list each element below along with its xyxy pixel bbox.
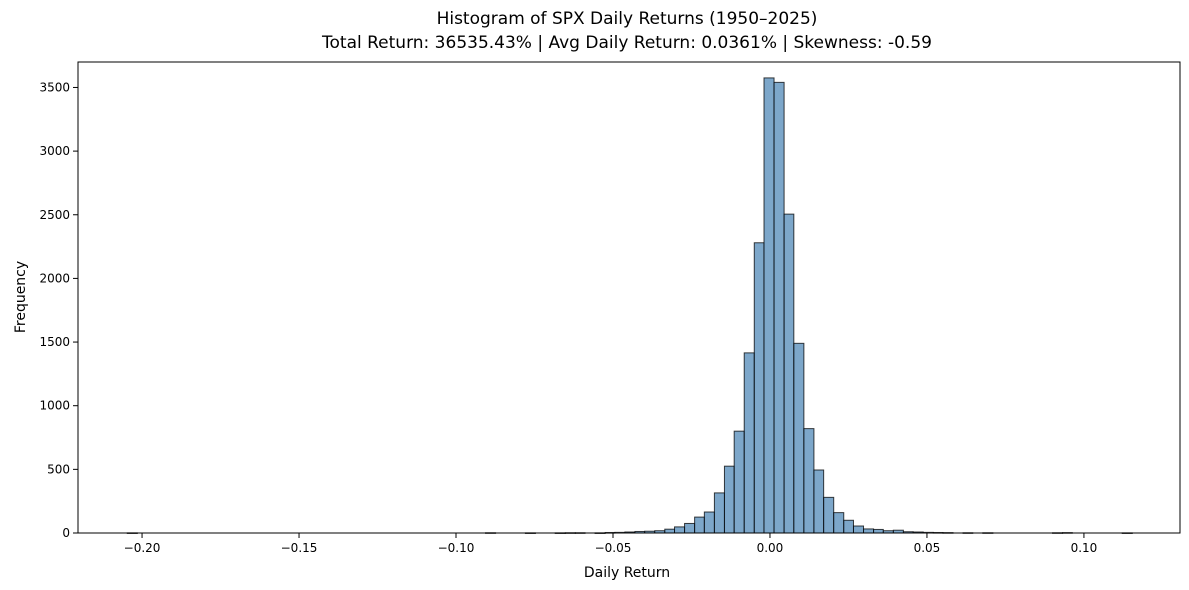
y-axis-ticks: 0 500 1000 1500 2000 2500 3000 3500 [39, 80, 78, 540]
histogram-bar [852, 525, 865, 534]
histogram-bar [713, 492, 725, 534]
x-tick-label: 0.10 [1071, 541, 1098, 555]
histogram-bar [863, 528, 875, 534]
histogram-bar [773, 81, 785, 534]
x-axis-label: Daily Return [584, 565, 670, 581]
histogram-bar [813, 469, 825, 534]
x-tick-label: 0.05 [914, 541, 941, 555]
x-tick-label: −0.05 [595, 541, 632, 555]
y-tick-label: 2500 [39, 208, 70, 222]
histogram-bar [694, 516, 705, 534]
y-tick-label: 1000 [39, 399, 70, 413]
histogram-bar [723, 465, 735, 534]
histogram-bar [674, 526, 686, 534]
histogram-bar [753, 242, 765, 534]
histogram-bar [873, 528, 884, 534]
x-tick-label: −0.10 [438, 541, 475, 555]
chart-subtitle: Total Return: 36535.43% | Avg Daily Retu… [321, 33, 932, 53]
plot-frame [77, 61, 1181, 534]
histogram-bar [833, 512, 845, 534]
y-axis-label: Frequency [13, 261, 29, 333]
histogram-bar [763, 77, 775, 534]
histogram-bar [733, 430, 745, 534]
x-tick-label: −0.20 [124, 541, 161, 555]
histogram-bar [793, 342, 805, 534]
histogram-bar [684, 522, 696, 534]
histogram-bars [126, 77, 1133, 534]
histogram-bar [743, 352, 755, 534]
histogram-bar [823, 496, 835, 534]
histogram-bar [664, 528, 676, 534]
x-axis-ticks: −0.20 −0.15 −0.10 −0.05 0.00 0.05 0.10 [124, 533, 1098, 555]
x-tick-label: 0.00 [757, 541, 784, 555]
y-tick-label: 500 [47, 462, 70, 476]
y-tick-label: 3500 [39, 80, 70, 94]
histogram-bar [783, 213, 795, 534]
histogram-bar [703, 511, 715, 534]
histogram-bar [843, 519, 854, 534]
histogram-bar [803, 428, 815, 534]
y-tick-label: 2000 [39, 271, 70, 285]
y-tick-label: 3000 [39, 144, 70, 158]
y-tick-label: 0 [62, 526, 70, 540]
chart-title: Histogram of SPX Daily Returns (1950–202… [437, 9, 818, 29]
y-tick-label: 1500 [39, 335, 70, 349]
x-tick-label: −0.15 [281, 541, 318, 555]
